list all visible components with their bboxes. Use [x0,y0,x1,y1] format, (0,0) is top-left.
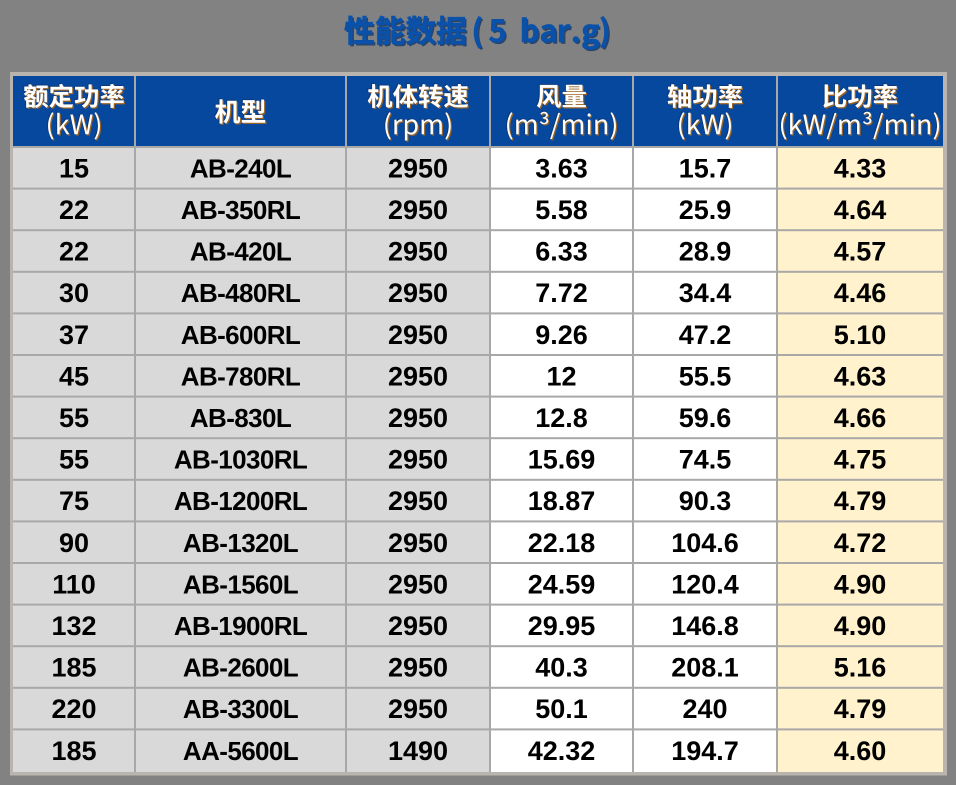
svg-text:208.1: 208.1 [671,653,739,683]
svg-text:25.9: 25.9 [679,195,732,225]
svg-text:132: 132 [51,611,96,641]
svg-text:22.18: 22.18 [528,528,596,558]
svg-text:2950: 2950 [388,445,448,475]
svg-text:4.60: 4.60 [834,736,887,766]
svg-text:2950: 2950 [388,403,448,433]
svg-text:4.75: 4.75 [834,445,887,475]
svg-text:120.4: 120.4 [671,569,739,599]
svg-text:AB-1320L: AB-1320L [183,528,299,558]
svg-text:4.33: 4.33 [834,153,887,183]
svg-text:194.7: 194.7 [671,736,739,766]
svg-text:30: 30 [59,278,89,308]
svg-text:4.72: 4.72 [834,528,887,558]
svg-text:22: 22 [59,195,89,225]
svg-text:5.16: 5.16 [834,653,887,683]
svg-text:AB-830L: AB-830L [190,403,292,433]
svg-text:2950: 2950 [388,694,448,724]
svg-text:4.90: 4.90 [834,569,887,599]
svg-text:104.6: 104.6 [671,528,739,558]
svg-text:9.26: 9.26 [535,320,588,350]
svg-text:55.5: 55.5 [679,361,732,391]
svg-text:59.6: 59.6 [679,403,732,433]
svg-text:24.59: 24.59 [528,569,596,599]
svg-text:7.72: 7.72 [535,278,588,308]
svg-text:22: 22 [59,237,89,267]
svg-text:15: 15 [59,153,89,183]
svg-text:AB-3300L: AB-3300L [183,694,299,724]
svg-text:AB-240L: AB-240L [190,153,292,183]
svg-text:220: 220 [51,694,96,724]
svg-text:4.64: 4.64 [834,195,887,225]
svg-text:2950: 2950 [388,153,448,183]
svg-text:4.79: 4.79 [834,486,887,516]
svg-text:AB-1030RL: AB-1030RL [174,445,308,475]
svg-text:5.58: 5.58 [535,195,588,225]
svg-text:AA-5600L: AA-5600L [183,736,299,766]
svg-text:55: 55 [59,445,89,475]
svg-text:4.79: 4.79 [834,694,887,724]
svg-text:37: 37 [59,320,89,350]
svg-text:28.9: 28.9 [679,237,732,267]
svg-text:AB-1200RL: AB-1200RL [174,486,308,516]
svg-text:2950: 2950 [388,653,448,683]
svg-text:90: 90 [59,528,89,558]
svg-text:2950: 2950 [388,569,448,599]
svg-text:AB-480RL: AB-480RL [181,278,301,308]
svg-text:4.66: 4.66 [834,403,887,433]
svg-text:6.33: 6.33 [535,237,588,267]
svg-text:5.10: 5.10 [834,320,887,350]
svg-text:110: 110 [52,569,96,599]
svg-text:AB-1900RL: AB-1900RL [174,611,308,641]
svg-text:45: 45 [59,361,89,391]
svg-text:AB-420L: AB-420L [190,237,292,267]
svg-text:15.69: 15.69 [528,445,596,475]
svg-text:2950: 2950 [388,486,448,516]
svg-text:240: 240 [682,694,727,724]
svg-text:1490: 1490 [388,736,448,766]
svg-text:74.5: 74.5 [679,445,732,475]
svg-text:4.46: 4.46 [834,278,887,308]
svg-text:185: 185 [51,653,96,683]
svg-text:AB-600RL: AB-600RL [181,320,301,350]
svg-text:146.8: 146.8 [671,611,739,641]
svg-text:2950: 2950 [388,528,448,558]
svg-text:2950: 2950 [388,278,448,308]
svg-text:2950: 2950 [388,361,448,391]
svg-text:AB-350RL: AB-350RL [181,195,301,225]
svg-text:34.4: 34.4 [679,278,732,308]
svg-text:AB-780RL: AB-780RL [181,361,301,391]
svg-text:47.2: 47.2 [679,320,732,350]
svg-text:2950: 2950 [388,195,448,225]
svg-text:40.3: 40.3 [535,653,588,683]
svg-text:185: 185 [51,736,96,766]
svg-text:AB-2600L: AB-2600L [183,653,299,683]
svg-text:12: 12 [546,361,576,391]
svg-text:75: 75 [59,486,89,516]
svg-text:55: 55 [59,403,89,433]
svg-text:2950: 2950 [388,237,448,267]
svg-text:4.90: 4.90 [834,611,887,641]
svg-text:3.63: 3.63 [535,153,588,183]
svg-text:50.1: 50.1 [535,694,588,724]
svg-text:90.3: 90.3 [679,486,732,516]
svg-text:2950: 2950 [388,611,448,641]
svg-text:2950: 2950 [388,320,448,350]
svg-text:29.95: 29.95 [528,611,596,641]
svg-text:18.87: 18.87 [528,486,596,516]
svg-text:12.8: 12.8 [535,403,588,433]
svg-text:42.32: 42.32 [528,736,596,766]
svg-text:AB-1560L: AB-1560L [183,569,299,599]
svg-text:15.7: 15.7 [679,153,732,183]
svg-text:4.63: 4.63 [834,361,887,391]
svg-text:4.57: 4.57 [834,237,887,267]
